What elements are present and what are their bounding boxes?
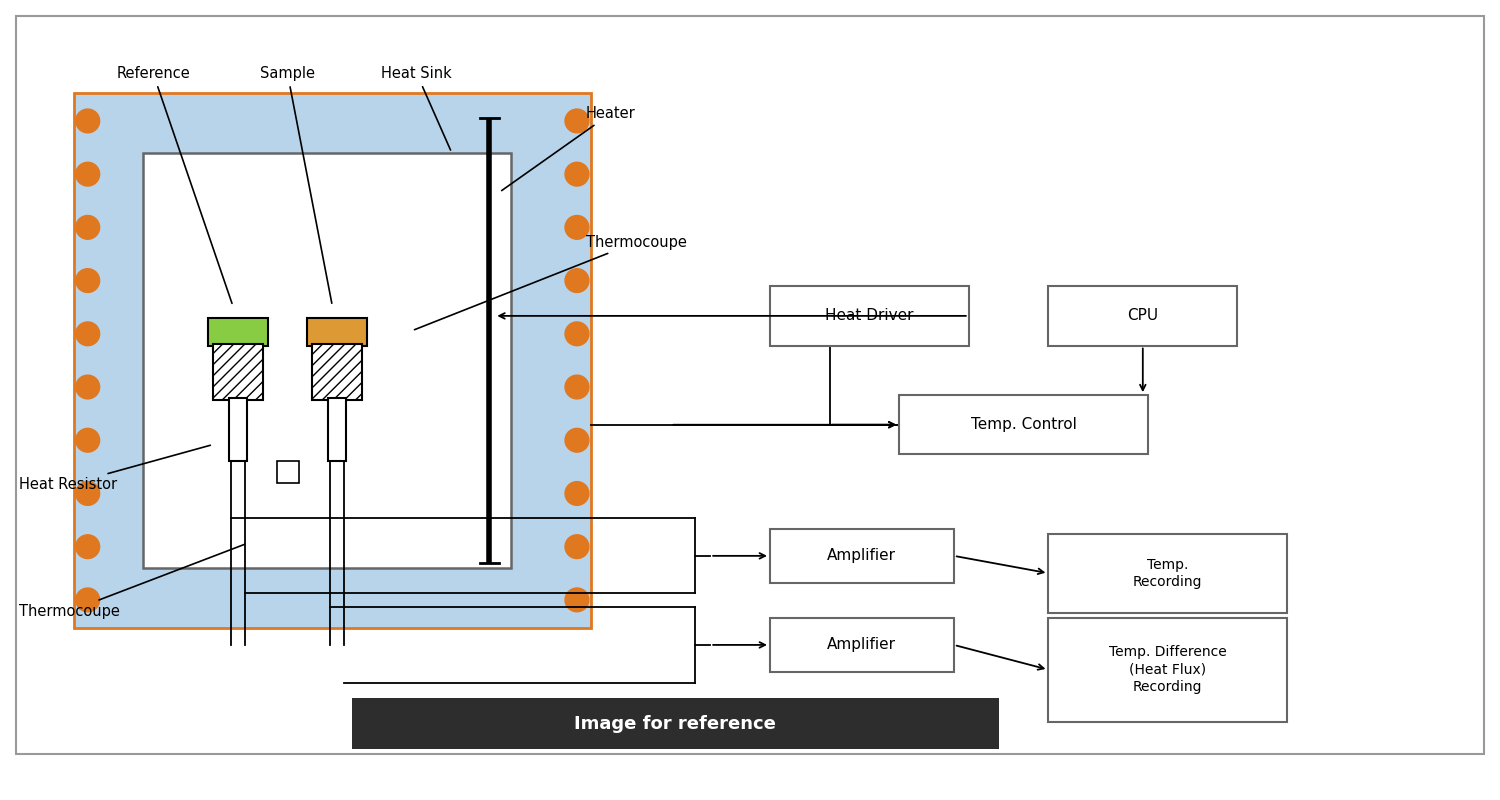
Bar [1048, 618, 1287, 722]
Circle shape [76, 269, 99, 293]
Bar [312, 343, 362, 400]
Bar [1048, 534, 1287, 613]
Text: Amplifier: Amplifier [828, 548, 897, 563]
Circle shape [566, 109, 590, 133]
Bar [276, 462, 298, 483]
Bar [74, 94, 591, 628]
Circle shape [76, 109, 99, 133]
Circle shape [566, 535, 590, 558]
Bar [352, 698, 999, 750]
Text: Heat Resistor: Heat Resistor [20, 446, 210, 492]
Circle shape [76, 535, 99, 558]
Circle shape [76, 588, 99, 612]
Circle shape [76, 162, 99, 186]
Text: Reference: Reference [117, 66, 232, 303]
Bar [1048, 286, 1238, 346]
Bar [770, 618, 954, 672]
Circle shape [566, 269, 590, 293]
Circle shape [76, 375, 99, 399]
Circle shape [76, 428, 99, 452]
Text: Temp.
Recording: Temp. Recording [1132, 558, 1203, 589]
Text: Heat Sink: Heat Sink [381, 66, 452, 150]
Text: Temp. Difference
(Heat Flux)
Recording: Temp. Difference (Heat Flux) Recording [1108, 646, 1227, 694]
Bar [770, 286, 969, 346]
Text: Heater: Heater [501, 106, 636, 190]
Text: Image for reference: Image for reference [574, 714, 777, 733]
Text: Thermocoupe: Thermocoupe [20, 545, 244, 618]
Bar [898, 395, 1148, 454]
Bar [308, 318, 368, 346]
Bar [144, 153, 512, 568]
Text: CPU: CPU [1126, 308, 1158, 323]
Circle shape [566, 428, 590, 452]
Text: Thermocoupe: Thermocoupe [414, 234, 687, 330]
Text: Sample: Sample [260, 66, 332, 303]
Bar [209, 318, 267, 346]
Circle shape [566, 322, 590, 346]
Text: Temp. Control: Temp. Control [970, 418, 1077, 432]
Bar [213, 343, 262, 400]
Circle shape [566, 482, 590, 506]
Bar [230, 398, 248, 462]
Circle shape [566, 215, 590, 239]
Circle shape [76, 482, 99, 506]
Circle shape [566, 375, 590, 399]
Text: Heat Driver: Heat Driver [825, 308, 914, 323]
Text: Amplifier: Amplifier [828, 638, 897, 653]
Bar [770, 529, 954, 583]
Circle shape [566, 588, 590, 612]
Circle shape [76, 215, 99, 239]
Circle shape [76, 322, 99, 346]
Bar [328, 398, 346, 462]
Circle shape [566, 162, 590, 186]
